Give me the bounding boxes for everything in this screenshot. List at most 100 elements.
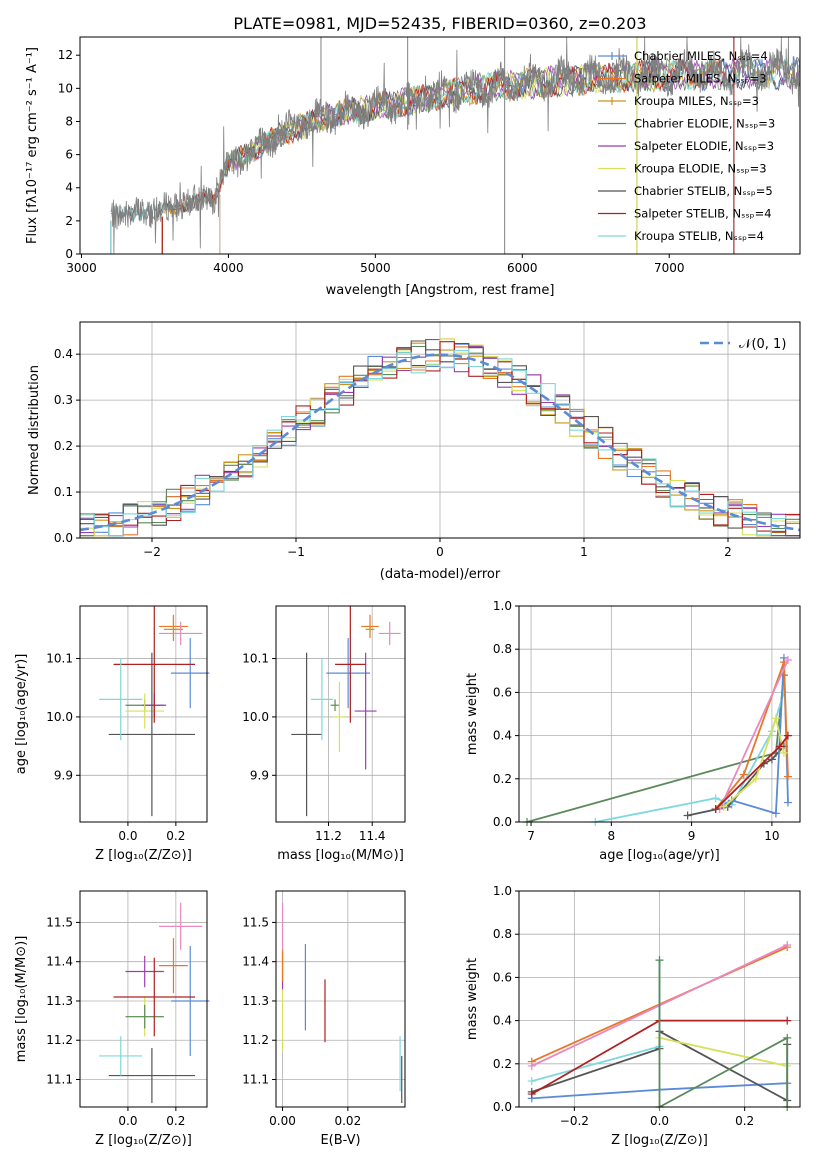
axes-mass_vs_EBV: 0.00 0.02 11.1 11.2 11.3 11.4 11.5 E(B-V) bbox=[242, 890, 406, 1148]
y-tick-label: 0.8 bbox=[493, 642, 512, 656]
y-tick-label: 0.2 bbox=[493, 1057, 512, 1071]
weight-marker-salpeter_stelib bbox=[527, 1090, 536, 1099]
x-tick-label: 11.2 bbox=[315, 829, 342, 843]
x-tick-label: 0.0 bbox=[118, 1114, 137, 1128]
y-tick-label: 11.1 bbox=[242, 1073, 269, 1087]
y-tick-label: 1.0 bbox=[493, 599, 512, 613]
x-tick-label: 3000 bbox=[66, 261, 97, 275]
weight-marker-pink bbox=[783, 656, 792, 664]
y-tick-label: 0.0 bbox=[493, 815, 512, 829]
y-tick-label: 10.0 bbox=[242, 710, 269, 724]
x-tick-label: 1 bbox=[580, 545, 588, 559]
y-axis-label: Flux [fλ10⁻¹⁷ erg cm⁻² s⁻¹ A⁻¹] bbox=[25, 47, 40, 244]
weight-marker-salpeter_miles bbox=[739, 770, 748, 779]
legend-label: Salpeter MILES, Nₛₛₚ=3 bbox=[634, 72, 767, 86]
legend-label: Chabrier STELIB, Nₛₛₚ=5 bbox=[634, 184, 773, 198]
x-tick-label: 4000 bbox=[213, 261, 244, 275]
x-tick-label: 0.2 bbox=[735, 1114, 754, 1128]
figure-title: PLATE=0981, MJD=52435, FIBERID=0360, z=0… bbox=[233, 14, 646, 33]
y-tick-label: 11.5 bbox=[242, 915, 269, 929]
legend-label: Salpeter ELODIE, Nₛₛₚ=3 bbox=[634, 139, 774, 153]
weight-marker-chabrier_miles bbox=[783, 798, 792, 807]
y-tick-label: 10.1 bbox=[242, 652, 269, 666]
y-tick-label: 11.1 bbox=[46, 1073, 73, 1087]
y-axis-label: mass weight bbox=[465, 958, 480, 1040]
x-tick-label: 11.4 bbox=[359, 829, 386, 843]
weight-marker-chabrier_elodie bbox=[655, 956, 664, 965]
x-tick-label: 7000 bbox=[654, 261, 685, 275]
y-tick-label: 0.8 bbox=[493, 927, 512, 941]
y-tick-label: 11.2 bbox=[242, 1033, 269, 1047]
axes-residuals: −2 −1 0 1 2 0.0 0.1 0.2 0.3 0.4 (data-model)/error… bbox=[27, 321, 801, 582]
weight-marker-kroupa_elodie bbox=[771, 714, 780, 723]
y-tick-label: 2 bbox=[65, 214, 73, 228]
legend-label: Kroupa STELIB, Nₛₛₚ=4 bbox=[634, 229, 764, 243]
x-axis-label: wavelength [Angstrom, rest frame] bbox=[326, 283, 555, 298]
weight-marker-chabrier_stelib bbox=[767, 755, 776, 764]
y-tick-label: 11.3 bbox=[242, 994, 269, 1008]
legend-label: Salpeter STELIB, Nₛₛₚ=4 bbox=[634, 207, 772, 221]
frame-age_vs_Z bbox=[79, 605, 208, 823]
y-tick-label: 11.2 bbox=[46, 1033, 73, 1047]
x-tick-label: 0.2 bbox=[166, 1114, 185, 1128]
y-tick-label: 8 bbox=[65, 114, 73, 128]
axes-age_vs_Z: 0.0 0.2 9.9 10.0 10.1 Z [log₁₀(Z/Z⊙)] age [log… bbox=[14, 605, 210, 863]
axes-weights_vs_age: 7 8 9 10 0.0 0.2 0.4 0.6 0.8 1.0 age [log₁₀(age/yr… bbox=[465, 599, 801, 863]
x-tick-label: 7 bbox=[527, 829, 535, 843]
y-tick-label: 11.4 bbox=[242, 955, 269, 969]
x-axis-label: mass [log₁₀(M/M⊙)] bbox=[277, 848, 404, 863]
axes-spectrum: 3000 4000 5000 6000 7000 0 2 4 6 8 10 12 wavelength … bbox=[25, 36, 801, 298]
y-tick-label: 11.3 bbox=[46, 994, 73, 1008]
x-tick-label: −0.2 bbox=[560, 1114, 589, 1128]
weight-marker-chabrier_elodie bbox=[783, 1033, 792, 1042]
legend-label: Kroupa MILES, Nₛₛₚ=3 bbox=[634, 94, 759, 108]
x-tick-label: 0.00 bbox=[269, 1114, 296, 1128]
weight-marker-salpeter_miles bbox=[783, 772, 792, 781]
y-axis-label: age [log₁₀(age/yr)] bbox=[14, 654, 29, 775]
y-tick-label: 0.2 bbox=[54, 439, 73, 453]
x-axis-label: E(B-V) bbox=[320, 1133, 360, 1148]
weight-marker-kroupa_elodie bbox=[751, 774, 760, 783]
y-tick-label: 9.9 bbox=[54, 768, 73, 782]
y-tick-label: 0.3 bbox=[54, 393, 73, 407]
model-line-salpeter_elodie bbox=[219, 54, 800, 183]
x-tick-label: 0.2 bbox=[166, 829, 185, 843]
weight-marker-salpeter_stelib bbox=[783, 731, 792, 740]
axes-weights_vs_Z: −0.2 0.0 0.2 0.0 0.2 0.4 0.6 0.8 1.0 Z [log₁₀(Z/Z… bbox=[465, 884, 801, 1148]
weight-line-pink bbox=[718, 659, 789, 810]
legend-label: Chabrier MILES, Nₛₛₚ=4 bbox=[634, 49, 768, 63]
x-axis-label: (data-model)/error bbox=[380, 567, 501, 582]
axes-age_vs_mass: 11.2 11.4 9.9 10.0 10.1 mass [log₁₀(M/M⊙)] bbox=[242, 605, 406, 863]
x-tick-label: 0.02 bbox=[334, 1114, 361, 1128]
x-tick-label: 6000 bbox=[507, 261, 538, 275]
weight-line-kroupa_stelib bbox=[595, 692, 785, 823]
weight-line-salpeter_miles bbox=[715, 661, 789, 810]
x-tick-label: −1 bbox=[287, 545, 305, 559]
y-tick-label: 0.6 bbox=[493, 970, 512, 984]
y-axis-label: Normed distribution bbox=[27, 365, 42, 495]
weight-marker-pink bbox=[783, 941, 792, 949]
spectrum-frame bbox=[79, 36, 801, 255]
weight-line-kroupa_elodie bbox=[723, 714, 785, 808]
x-tick-label: 8 bbox=[608, 829, 616, 843]
weight-marker-salpeter_stelib bbox=[783, 1016, 792, 1025]
x-tick-label: 9 bbox=[688, 829, 696, 843]
legend-label: 𝒩(0, 1) bbox=[739, 337, 786, 352]
frame-weights_vs_Z bbox=[518, 890, 801, 1108]
y-tick-label: 12 bbox=[58, 48, 73, 62]
legend-label: Kroupa ELODIE, Nₛₛₚ=3 bbox=[634, 162, 767, 176]
y-tick-label: 6 bbox=[65, 148, 73, 162]
x-tick-label: 10 bbox=[764, 829, 779, 843]
legend-label: Chabrier ELODIE, Nₛₛₚ=3 bbox=[634, 117, 775, 131]
observed-spectrum-line bbox=[110, 37, 800, 254]
x-axis-label: Z [log₁₀(Z/Z⊙)] bbox=[611, 1133, 708, 1148]
weight-marker-kroupa_stelib bbox=[711, 794, 720, 803]
x-tick-label: 0.0 bbox=[118, 829, 137, 843]
weight-marker-salpeter_stelib bbox=[775, 742, 784, 751]
y-tick-label: 10.0 bbox=[46, 710, 73, 724]
frame-age_vs_mass bbox=[275, 605, 406, 823]
y-axis-label: mass [log₁₀(M/M⊙)] bbox=[14, 936, 29, 1063]
weight-line-chabrier_elodie bbox=[526, 675, 785, 823]
weight-marker-chabrier_stelib bbox=[683, 811, 692, 820]
y-tick-label: 11.5 bbox=[46, 915, 73, 929]
